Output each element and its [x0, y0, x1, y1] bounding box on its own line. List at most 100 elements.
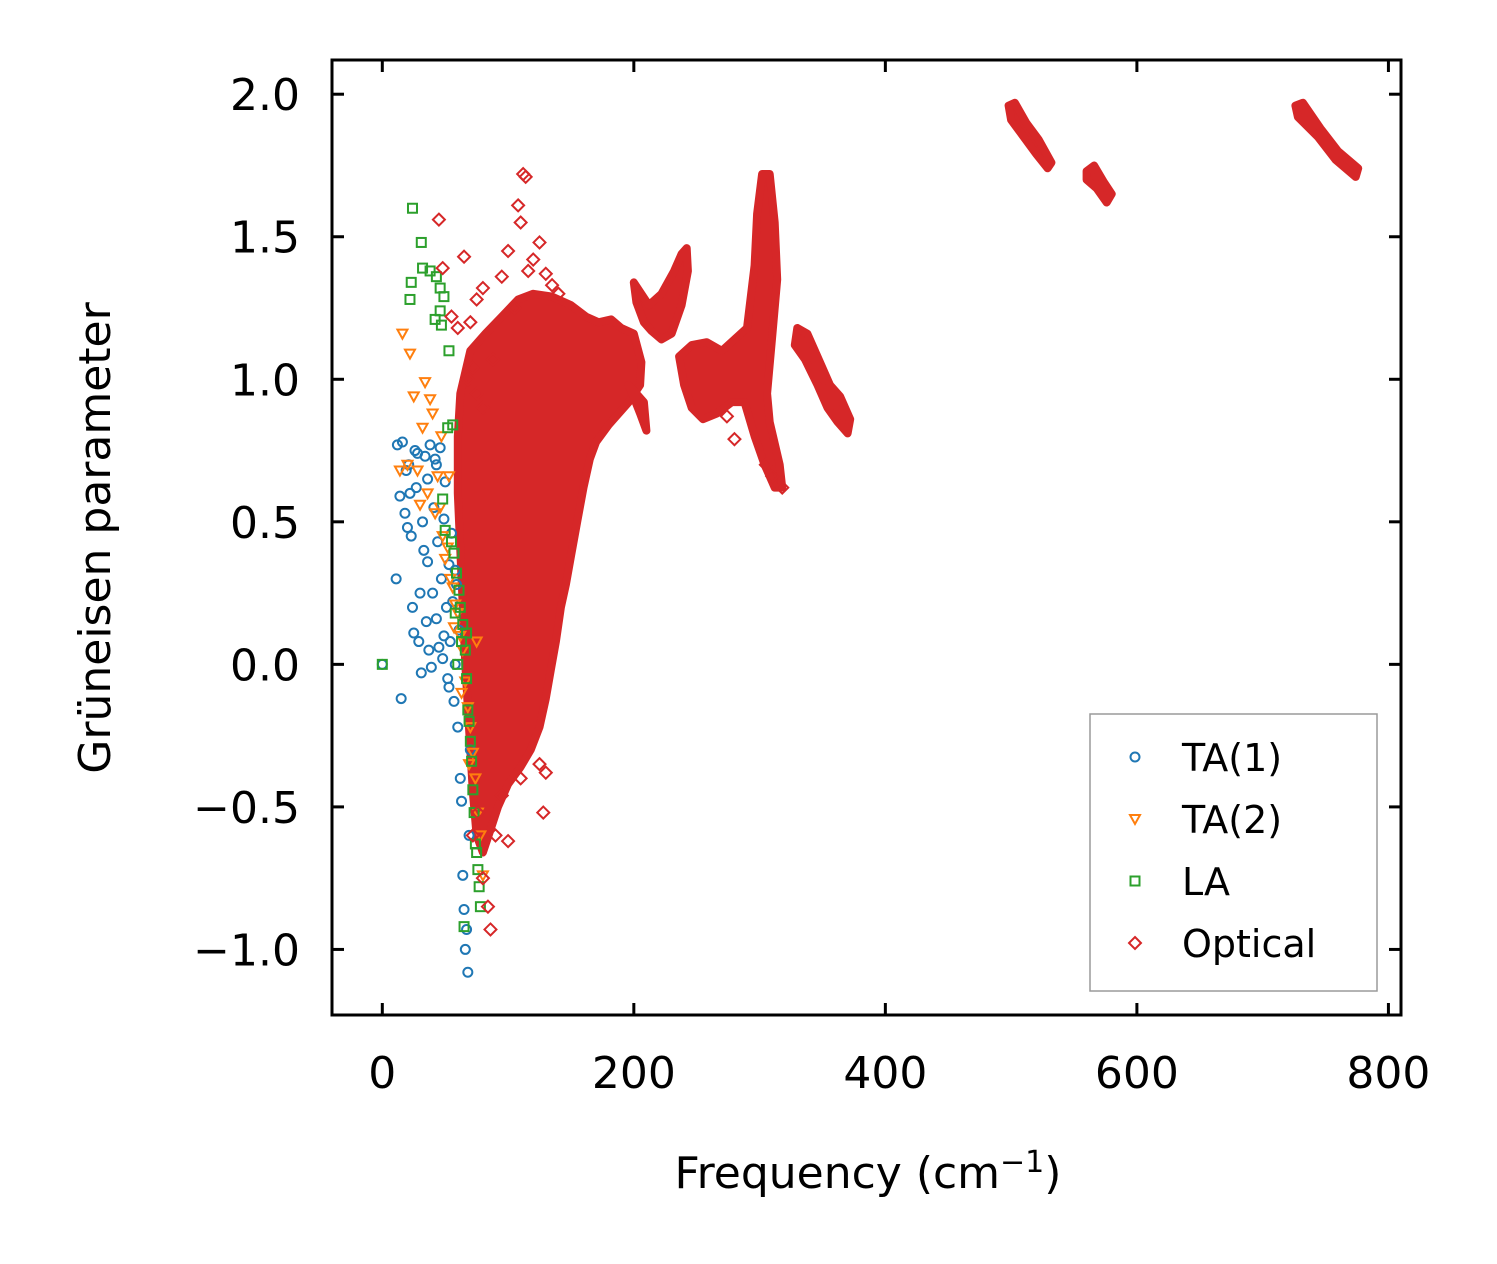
data-point [473, 881, 485, 893]
data-point [494, 269, 510, 285]
y-axis-label: Grüneisen parameter [70, 301, 121, 773]
data-point [462, 704, 474, 716]
data-point [434, 305, 446, 317]
data-point [404, 487, 416, 499]
data-point [460, 371, 476, 387]
data-point [447, 419, 459, 431]
legend-label: Optical [1182, 922, 1316, 966]
x-tick-label: 200 [592, 1048, 676, 1099]
data-point [414, 587, 426, 599]
x-axis-label-end: ) [1044, 1148, 1061, 1199]
data-point [480, 899, 496, 915]
data-point [452, 721, 464, 733]
data-point [457, 869, 469, 881]
data-point [506, 300, 522, 316]
optical-dense-region-5 [790, 324, 855, 438]
legend-marker [1129, 751, 1141, 763]
data-point [448, 599, 462, 612]
data-point [461, 923, 473, 935]
series-la [376, 202, 486, 933]
data-point [424, 439, 436, 451]
data-point [443, 573, 457, 586]
data-point [470, 805, 486, 821]
data-point [461, 627, 473, 639]
data-point [456, 249, 472, 265]
data-point [438, 291, 450, 303]
y-tick-label: 2.0 [230, 70, 300, 121]
data-point [475, 280, 491, 296]
data-point [425, 661, 437, 673]
data-point [420, 488, 435, 501]
legend-entry: Optical [1127, 922, 1316, 966]
data-point [408, 627, 420, 639]
data-point [437, 493, 449, 505]
data-point [475, 400, 491, 416]
y-tick-label: −0.5 [193, 783, 300, 834]
data-point [435, 573, 447, 585]
data-point [410, 482, 422, 494]
data-point [538, 765, 554, 781]
data-point [463, 715, 475, 727]
plot-frame [330, 58, 1403, 1017]
data-point [469, 292, 485, 307]
data-point [435, 260, 451, 276]
data-point [393, 465, 407, 478]
data-point [415, 422, 430, 435]
data-point [423, 644, 435, 656]
data-point [485, 351, 501, 367]
data-point [500, 833, 516, 849]
data-point [415, 667, 427, 679]
data-point [467, 784, 479, 796]
data-point [443, 681, 455, 693]
data-point [538, 266, 554, 282]
legend-label: TA(2) [1181, 798, 1282, 842]
axis-ticks [332, 60, 1401, 1015]
data-point [419, 450, 431, 462]
data-point [469, 636, 484, 649]
data-point [468, 773, 483, 786]
data-point [430, 471, 445, 484]
data-point [428, 508, 442, 521]
data-point [471, 847, 483, 859]
x-tick-labels: 0 200 400 600 800 [368, 1048, 1430, 1099]
optical-dense-region-4 [675, 170, 787, 492]
data-point [418, 544, 430, 556]
data-point [451, 579, 463, 591]
data-point [500, 243, 516, 259]
legend-marker [1128, 814, 1142, 827]
data-point [425, 408, 440, 421]
data-point [550, 286, 566, 302]
data-point [520, 263, 536, 279]
data-point [510, 197, 526, 213]
data-point [399, 507, 411, 519]
data-point [438, 630, 450, 642]
data-point [433, 641, 445, 653]
data-point [544, 277, 560, 293]
data-point [532, 235, 547, 250]
data-point [764, 468, 780, 484]
data-point [444, 636, 456, 648]
data-point [427, 587, 439, 599]
data-point [405, 276, 417, 288]
optical-dense-region-3 [624, 381, 651, 435]
x-axis-label: Frequency (cm−1) [675, 1145, 1062, 1199]
data-point [452, 658, 464, 670]
data-point [462, 966, 474, 978]
data-point [415, 236, 427, 248]
data-point [462, 314, 478, 330]
y-tick-label: 1.0 [230, 355, 300, 406]
data-point [395, 693, 407, 705]
data-point [448, 695, 460, 707]
data-point [395, 328, 410, 341]
data-point [417, 262, 429, 274]
data-point [444, 309, 459, 324]
x-axis-label-superscript: −1 [1000, 1145, 1044, 1180]
data-point [464, 735, 476, 747]
data-point [774, 480, 790, 496]
data-point [719, 408, 735, 424]
scatter-points [376, 166, 790, 978]
data-point [463, 722, 478, 735]
data-point [461, 673, 473, 685]
data-point [463, 829, 475, 841]
